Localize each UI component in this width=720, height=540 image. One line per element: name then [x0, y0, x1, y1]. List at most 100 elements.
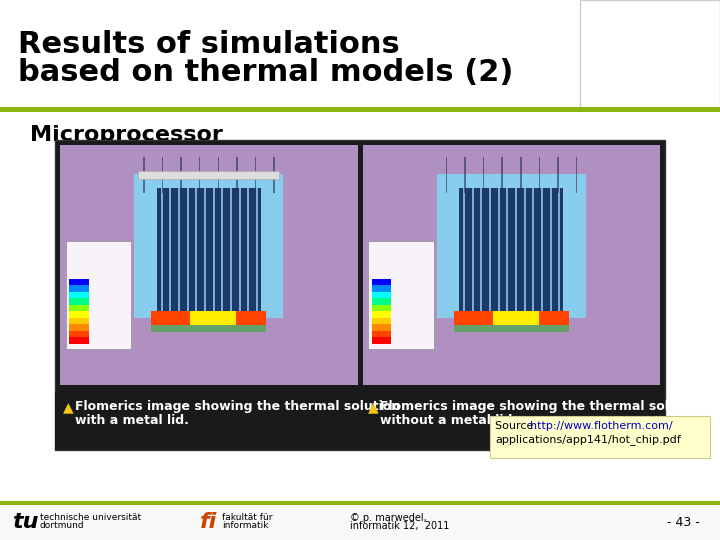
Bar	[372, 279, 392, 285]
Bar	[69, 337, 89, 343]
Text: informatik 12,  2011: informatik 12, 2011	[350, 521, 449, 531]
Bar	[162, 157, 163, 193]
Bar	[541, 188, 543, 310]
Bar	[372, 311, 392, 318]
Text: with a metal lid.: with a metal lid.	[75, 414, 189, 427]
Bar	[559, 188, 560, 310]
Bar	[472, 188, 474, 310]
Text: ▲: ▲	[368, 400, 379, 414]
Text: tu: tu	[12, 512, 38, 532]
Text: without a metal lid.: without a metal lid.	[380, 414, 517, 427]
Bar	[247, 188, 249, 310]
Bar	[138, 171, 279, 179]
Bar	[69, 285, 89, 292]
Bar	[372, 337, 392, 343]
Bar	[217, 157, 219, 193]
Bar	[236, 157, 238, 193]
Bar	[238, 188, 240, 310]
Bar	[230, 188, 232, 310]
Bar	[533, 188, 534, 310]
Bar	[523, 188, 526, 310]
Bar	[255, 157, 256, 193]
Text: applications/app141/hot_chip.pdf: applications/app141/hot_chip.pdf	[495, 434, 680, 445]
Bar	[221, 188, 223, 310]
Text: technische universität: technische universität	[40, 514, 141, 523]
Bar	[69, 324, 89, 330]
Text: fakultät für: fakultät für	[222, 514, 272, 523]
Bar	[157, 188, 261, 310]
Bar	[483, 157, 485, 193]
Bar	[190, 310, 236, 325]
Bar	[69, 311, 89, 318]
Bar	[372, 305, 392, 311]
Bar	[372, 318, 392, 324]
Bar	[151, 310, 266, 325]
Bar	[463, 188, 465, 310]
Bar	[212, 188, 215, 310]
Bar	[274, 157, 275, 193]
Bar	[360, 392, 665, 450]
Bar	[161, 188, 163, 310]
Bar	[501, 157, 503, 193]
Bar	[576, 157, 577, 193]
Text: Results of simulations: Results of simulations	[18, 30, 400, 59]
Bar	[362, 145, 660, 385]
Bar	[498, 188, 500, 310]
Bar	[557, 157, 559, 193]
Bar	[490, 416, 710, 458]
Bar	[69, 305, 89, 311]
Bar	[580, 0, 720, 110]
Bar	[169, 188, 171, 310]
Bar	[372, 292, 392, 298]
Bar	[0, 501, 720, 505]
Text: Microprocessor: Microprocessor	[30, 125, 223, 145]
Bar	[480, 188, 482, 310]
Text: dortmund: dortmund	[40, 522, 85, 530]
Bar	[69, 330, 89, 337]
Bar	[135, 174, 283, 318]
Bar	[195, 188, 197, 310]
Bar	[454, 310, 569, 325]
Bar	[69, 298, 89, 305]
Bar	[0, 505, 720, 540]
Bar	[60, 145, 358, 385]
Bar	[151, 325, 266, 332]
Bar	[506, 188, 508, 310]
Text: Source:: Source:	[495, 421, 541, 431]
Bar	[493, 310, 539, 325]
Bar	[143, 157, 145, 193]
Bar	[69, 279, 89, 285]
Bar	[464, 157, 466, 193]
Bar	[539, 157, 540, 193]
Bar	[256, 188, 258, 310]
Bar	[454, 325, 569, 332]
Bar	[515, 188, 517, 310]
Text: Flomerics image showing the thermal solution: Flomerics image showing the thermal solu…	[75, 400, 400, 413]
Bar	[372, 285, 392, 292]
Text: - 43 -: - 43 -	[667, 516, 700, 529]
Text: © p. marwedel,: © p. marwedel,	[350, 513, 427, 523]
Bar	[55, 392, 360, 450]
Bar	[178, 188, 180, 310]
Text: Flomerics image showing the thermal solution: Flomerics image showing the thermal solu…	[380, 400, 705, 413]
Text: informatik: informatik	[222, 522, 269, 530]
Text: fi: fi	[200, 512, 217, 532]
Bar	[69, 292, 89, 298]
Bar	[520, 157, 521, 193]
Bar	[437, 174, 585, 318]
Bar	[372, 330, 392, 337]
Bar	[372, 298, 392, 305]
Bar	[204, 188, 206, 310]
Bar	[69, 318, 89, 324]
Bar	[180, 157, 182, 193]
Bar	[550, 188, 552, 310]
Bar	[0, 107, 720, 112]
Text: ▲: ▲	[63, 400, 73, 414]
Bar	[459, 188, 563, 310]
Bar	[489, 188, 491, 310]
Text: http://www.flotherm.com/: http://www.flotherm.com/	[530, 421, 672, 431]
Bar	[186, 188, 189, 310]
Bar	[199, 157, 200, 193]
Bar	[55, 140, 665, 450]
Bar	[446, 157, 447, 193]
